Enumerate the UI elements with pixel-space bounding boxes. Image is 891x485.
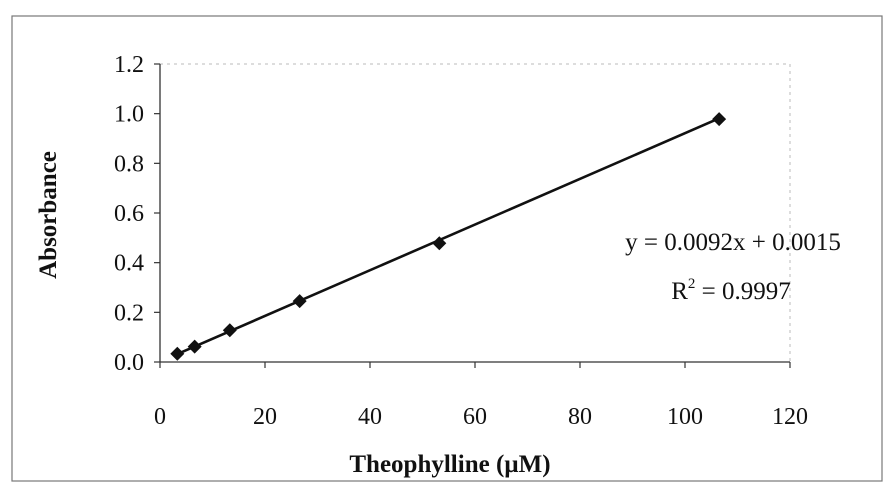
y-ticks: 0.0 0.2 0.4 0.6 0.8 1.0 1.2 [114, 52, 160, 376]
x-tick-label: 40 [358, 404, 382, 430]
regression-equation: y = 0.0092x + 0.0015 [625, 229, 841, 256]
r-squared-label: R2 = 0.9997 [671, 276, 791, 305]
data-point [222, 323, 237, 338]
r2-value: = 0.9997 [695, 278, 790, 305]
data-point [712, 112, 727, 127]
y-tick-label: 0.6 [114, 201, 144, 227]
x-ticks: 0 20 40 60 80 100 120 [154, 362, 808, 430]
x-tick-label: 60 [463, 404, 487, 430]
data-point [432, 236, 447, 251]
x-tick-label: 80 [568, 404, 592, 430]
y-tick-label: 0.4 [114, 251, 144, 277]
x-tick-label: 120 [772, 404, 808, 430]
x-tick-label: 0 [154, 404, 166, 430]
y-tick-label: 0.8 [114, 151, 144, 177]
y-tick-label: 0.2 [114, 300, 144, 326]
r2-prefix: R [671, 278, 688, 305]
r2-exponent: 2 [688, 276, 696, 292]
x-tick-label: 100 [667, 404, 703, 430]
y-tick-label: 1.0 [114, 102, 144, 128]
data-point [170, 346, 185, 361]
data-point [187, 339, 202, 354]
y-tick-label: 0.0 [114, 350, 144, 376]
y-tick-label: 1.2 [114, 52, 144, 78]
data-markers [170, 112, 727, 361]
x-tick-label: 20 [253, 404, 277, 430]
trendline [176, 117, 720, 356]
x-axis-title: Theophylline (µM) [349, 451, 550, 478]
data-point [292, 294, 307, 309]
chart-border [11, 15, 883, 482]
y-axis-title: Absorbance [35, 151, 62, 279]
